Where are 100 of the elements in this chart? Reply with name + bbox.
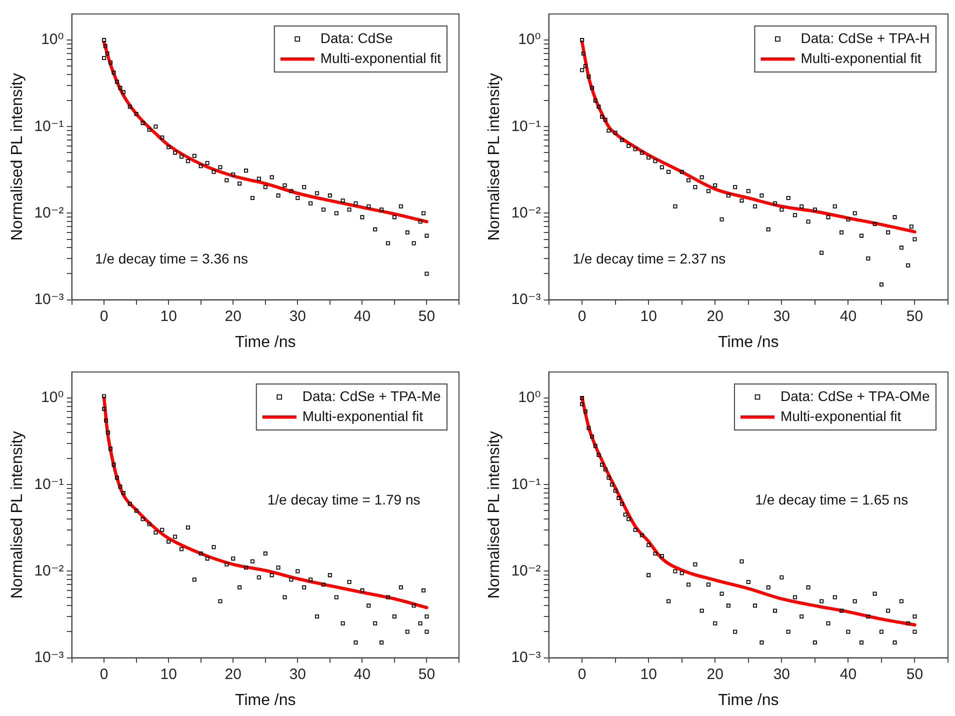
point bbox=[186, 525, 190, 530]
point bbox=[186, 159, 190, 164]
point bbox=[640, 150, 644, 155]
x-tick-label: 40 bbox=[840, 308, 857, 325]
point bbox=[726, 194, 730, 198]
y-tick-label: 10⁻³ bbox=[34, 648, 64, 666]
x-tick-label: 50 bbox=[418, 308, 436, 325]
point bbox=[104, 418, 108, 423]
point bbox=[580, 68, 584, 72]
point bbox=[581, 51, 586, 56]
point bbox=[340, 198, 345, 203]
point bbox=[154, 124, 158, 129]
point bbox=[596, 104, 601, 109]
point bbox=[909, 224, 914, 229]
point bbox=[780, 208, 784, 212]
legend-label: Data: CdSe + TPA-OMe bbox=[780, 388, 930, 404]
point bbox=[231, 556, 236, 561]
point bbox=[192, 578, 196, 582]
legend-label: Multi-exponential fit bbox=[780, 408, 902, 424]
x-tick-label: 40 bbox=[354, 666, 371, 683]
point bbox=[140, 517, 145, 522]
x-tick-label: 20 bbox=[706, 666, 724, 683]
point bbox=[720, 217, 724, 222]
point bbox=[250, 559, 254, 564]
x-tick-label: 30 bbox=[289, 666, 306, 683]
x-tick-label: 0 bbox=[100, 666, 108, 683]
point bbox=[238, 585, 242, 590]
point bbox=[224, 178, 229, 182]
y-axis-title: Normalised PL intensity bbox=[486, 73, 504, 241]
point bbox=[108, 60, 113, 65]
point bbox=[653, 159, 658, 164]
point bbox=[302, 185, 306, 190]
y-tick-label: 10⁻¹ bbox=[34, 118, 64, 135]
point bbox=[424, 630, 429, 634]
x-tick-label: 0 bbox=[578, 666, 586, 683]
point bbox=[173, 534, 178, 539]
point bbox=[256, 176, 261, 181]
point bbox=[586, 74, 591, 78]
y-tick-label: 10⁰ bbox=[41, 389, 64, 406]
point bbox=[800, 204, 804, 208]
point bbox=[360, 215, 364, 220]
point bbox=[121, 90, 126, 94]
point bbox=[296, 196, 300, 200]
point bbox=[680, 170, 684, 174]
point bbox=[380, 640, 384, 645]
x-tick-label: 50 bbox=[906, 666, 924, 683]
point bbox=[693, 185, 698, 190]
point bbox=[354, 201, 358, 206]
point bbox=[302, 585, 306, 590]
point bbox=[108, 446, 113, 451]
point bbox=[899, 246, 904, 250]
point bbox=[270, 573, 274, 578]
y-tick-label: 10⁰ bbox=[518, 31, 541, 48]
point bbox=[315, 614, 320, 618]
point bbox=[733, 185, 738, 190]
x-tick-label: 30 bbox=[289, 308, 306, 325]
annotation: 1/e decay time = 1.65 ns bbox=[755, 491, 908, 508]
point bbox=[263, 552, 268, 556]
y-tick-label: 10⁻³ bbox=[511, 290, 541, 308]
point bbox=[334, 595, 338, 600]
point bbox=[713, 183, 718, 188]
point bbox=[102, 406, 106, 411]
point bbox=[590, 86, 594, 90]
point bbox=[852, 211, 857, 216]
point bbox=[102, 38, 106, 42]
point bbox=[646, 156, 651, 160]
point bbox=[373, 227, 378, 232]
point bbox=[198, 164, 203, 168]
point bbox=[147, 522, 152, 526]
point bbox=[786, 196, 790, 200]
point bbox=[740, 198, 744, 203]
point bbox=[102, 394, 106, 398]
point bbox=[340, 621, 345, 626]
point bbox=[166, 145, 171, 150]
point bbox=[205, 161, 210, 166]
point bbox=[792, 213, 797, 218]
point bbox=[812, 208, 817, 212]
point bbox=[746, 189, 750, 194]
point bbox=[424, 234, 429, 238]
point bbox=[250, 196, 254, 200]
y-tick-label: 10⁻² bbox=[511, 562, 541, 580]
point bbox=[380, 208, 384, 212]
point bbox=[282, 183, 287, 188]
point bbox=[422, 211, 426, 216]
legend-label: Data: CdSe + TPA-Me bbox=[302, 388, 441, 404]
point bbox=[282, 595, 287, 600]
point bbox=[820, 250, 824, 255]
point bbox=[386, 241, 390, 246]
point bbox=[118, 86, 122, 90]
point bbox=[244, 566, 248, 570]
x-axis-title: Time /ns bbox=[235, 334, 296, 351]
x-tick-label: 50 bbox=[418, 666, 436, 683]
y-tick-label: 10⁰ bbox=[41, 31, 64, 48]
y-tick-label: 10⁻² bbox=[511, 204, 541, 222]
x-axis-title: Time /ns bbox=[718, 692, 779, 709]
point bbox=[134, 112, 138, 116]
point bbox=[334, 211, 338, 216]
point bbox=[308, 578, 313, 582]
point bbox=[112, 462, 116, 467]
point bbox=[140, 121, 145, 126]
